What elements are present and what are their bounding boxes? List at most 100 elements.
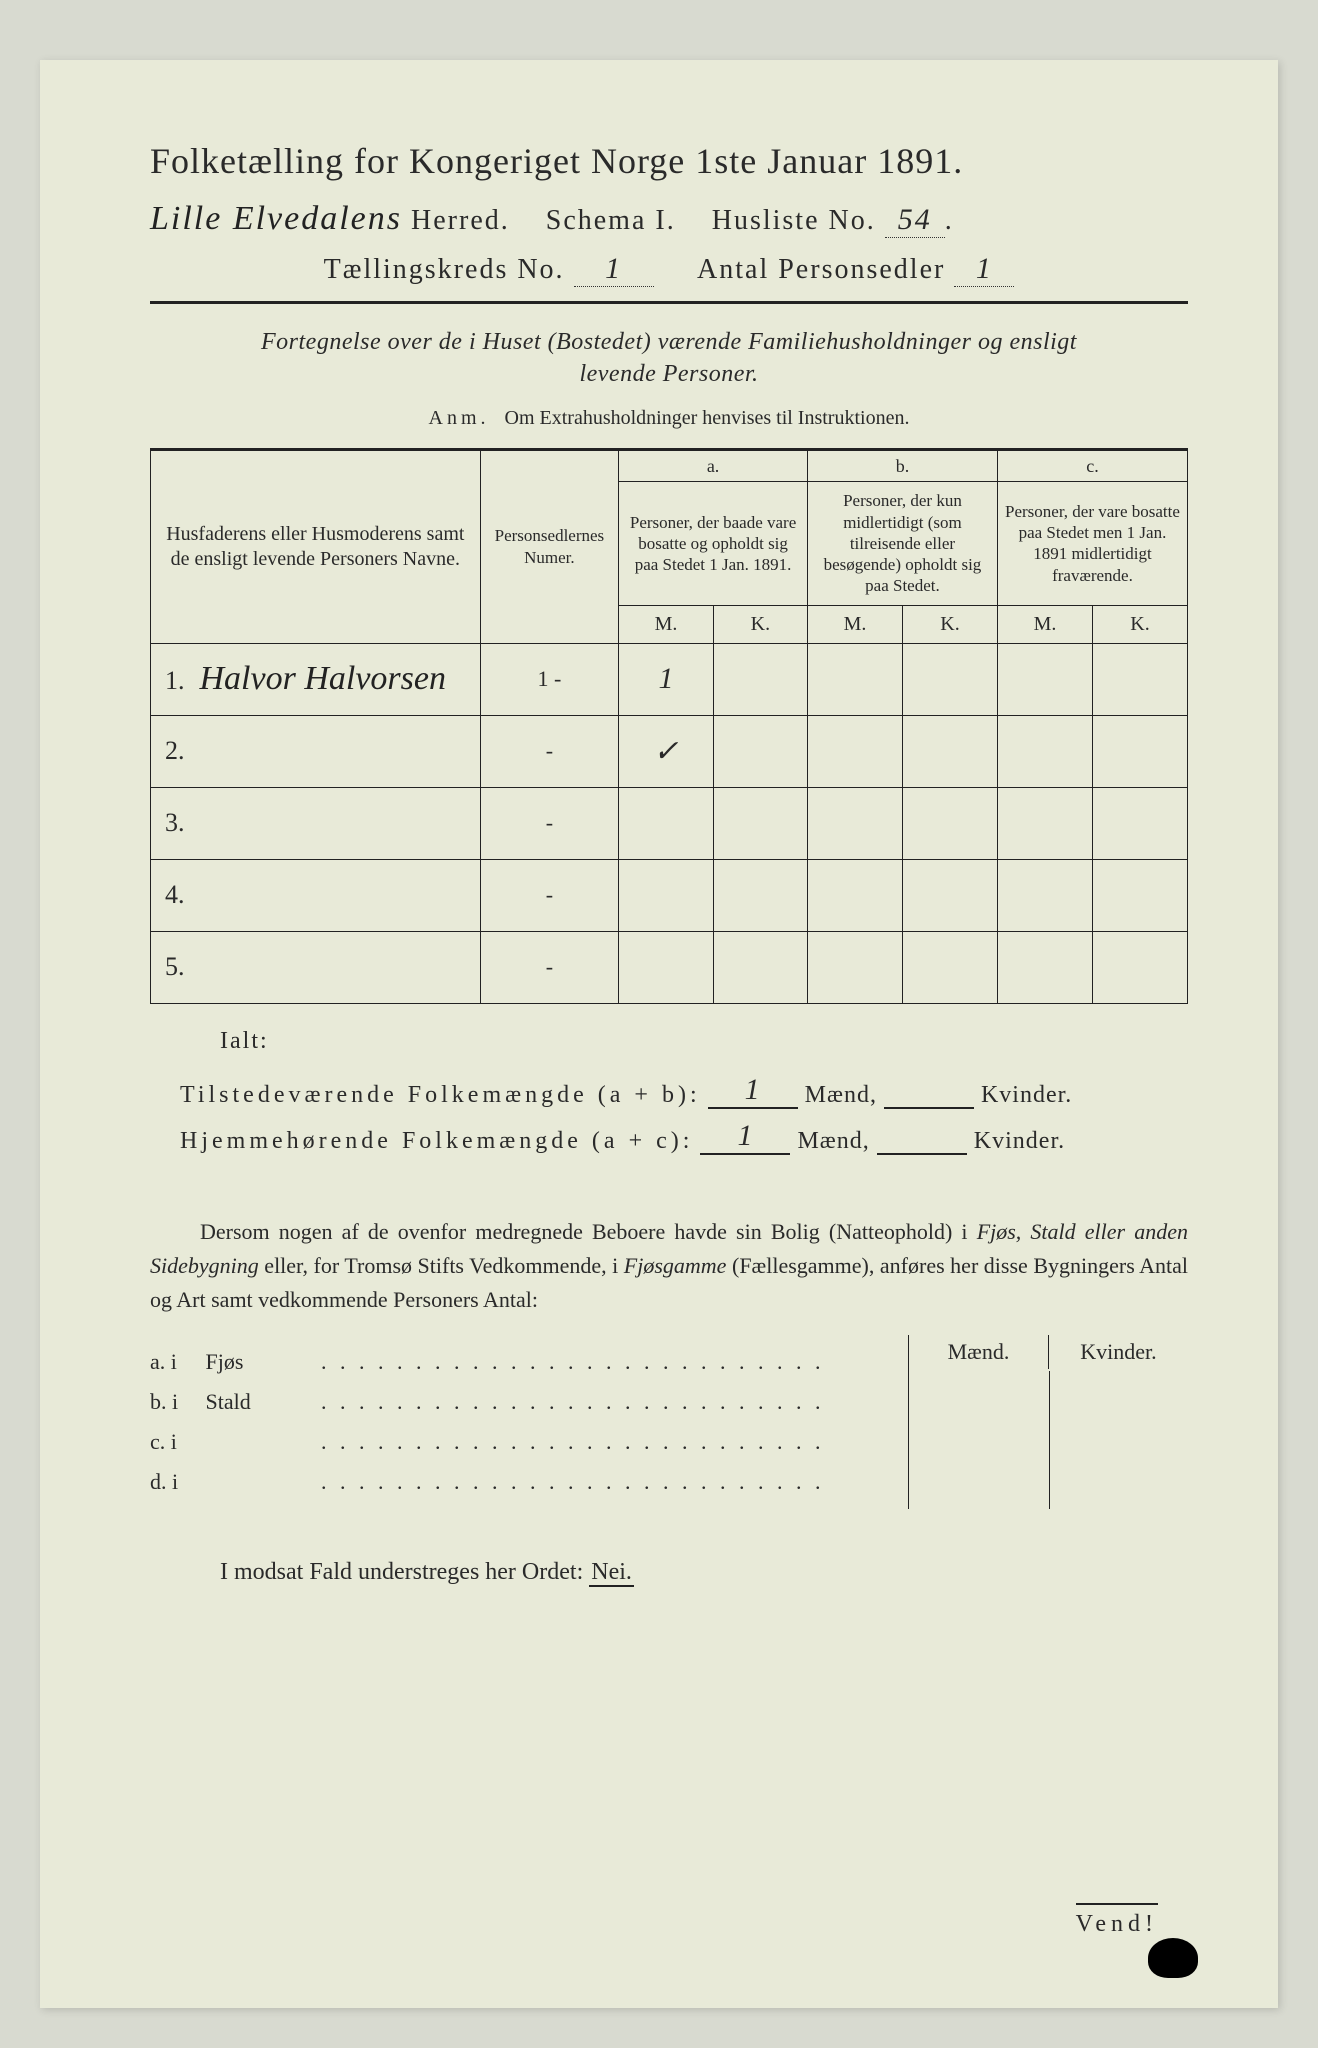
row-b-k <box>903 787 998 859</box>
col-name-header: Husfaderens eller Husmoderens samt de en… <box>151 450 481 643</box>
herred-label: Herred. <box>411 205 510 236</box>
row-b-m <box>807 715 902 787</box>
description: Fortegnelse over de i Huset (Bostedet) v… <box>150 326 1188 391</box>
total2-k <box>877 1153 967 1155</box>
row-a-k <box>713 787 807 859</box>
row-name: 5. <box>151 931 481 1003</box>
row-a-m <box>619 787 714 859</box>
row-a-m: 1 <box>619 643 714 715</box>
header-line-2: Lille Elvedalens Herred. Schema I. Husli… <box>150 200 1188 238</box>
building-row: d. i . . . . . . . . . . . . . . . . . .… <box>150 1469 908 1495</box>
desc-line-1: Fortegnelse over de i Huset (Bostedet) v… <box>261 329 1077 355</box>
divider-1 <box>150 301 1188 304</box>
census-form-page: Folketælling for Kongeriget Norge 1ste J… <box>40 60 1278 2008</box>
row-c-m <box>997 787 1092 859</box>
col-c-k: K. <box>1093 605 1188 643</box>
mk-maend-header: Mænd. <box>909 1335 1049 1369</box>
row-b-k <box>903 643 998 715</box>
row-num: 1 - <box>480 643 619 715</box>
row-name: 3. <box>151 787 481 859</box>
para-em2: Fjøsgamme <box>624 1253 727 1278</box>
table-row: 4. - <box>151 859 1188 931</box>
maend-label-2: Mænd, <box>797 1128 869 1154</box>
kreds-no: 1 <box>574 252 654 287</box>
table-row: 3. - <box>151 787 1188 859</box>
row-b-m <box>807 931 902 1003</box>
row-a-k <box>713 643 807 715</box>
row-num: - <box>480 931 619 1003</box>
table-row: 2. -✓ <box>151 715 1188 787</box>
ialt-label: Ialt: <box>220 1028 1188 1055</box>
row-a-k <box>713 931 807 1003</box>
col-b-m: M. <box>807 605 902 643</box>
total1-m: 1 <box>708 1073 798 1109</box>
col-b-letter: b. <box>807 450 997 482</box>
col-a-m: M. <box>619 605 714 643</box>
row-name: 1. Halvor Halvorsen <box>151 643 481 715</box>
col-b-header: Personer, der kun midlertidigt (som tilr… <box>807 482 997 605</box>
row-c-m <box>997 859 1092 931</box>
nei-text: I modsat Fald understreges her Ordet: <box>220 1559 583 1585</box>
row-c-k <box>1093 859 1188 931</box>
total1-k <box>884 1107 974 1109</box>
building-row: b. i Stald . . . . . . . . . . . . . . .… <box>150 1389 908 1415</box>
nei-word: Nei. <box>589 1559 634 1587</box>
row-c-k <box>1093 715 1188 787</box>
total-line-1: Tilstedeværende Folkemængde (a + b): 1 M… <box>180 1073 1188 1109</box>
table-row: 1. Halvor Halvorsen1 -1 <box>151 643 1188 715</box>
row-a-k <box>713 715 807 787</box>
kvinder-label-2: Kvinder. <box>974 1128 1065 1154</box>
col-a-k: K. <box>713 605 807 643</box>
row-b-k <box>903 859 998 931</box>
row-b-k <box>903 931 998 1003</box>
husliste-no: 54 <box>885 203 945 238</box>
annotation: Anm. Om Extrahusholdninger henvises til … <box>150 407 1188 430</box>
building-row: c. i . . . . . . . . . . . . . . . . . .… <box>150 1429 908 1455</box>
row-num: - <box>480 859 619 931</box>
row-b-m <box>807 859 902 931</box>
mk-kvinder-header: Kvinder. <box>1049 1335 1188 1369</box>
total2-label: Hjemmehørende Folkemængde (a + c): <box>180 1128 693 1154</box>
antal-no: 1 <box>954 252 1014 287</box>
row-a-m: ✓ <box>619 715 714 787</box>
page-title: Folketælling for Kongeriget Norge 1ste J… <box>150 140 1188 182</box>
antal-label: Antal Personsedler <box>697 254 945 285</box>
header-line-3: Tællingskreds No. 1 Antal Personsedler 1 <box>150 252 1188 287</box>
row-a-m <box>619 931 714 1003</box>
total-line-2: Hjemmehørende Folkemængde (a + c): 1 Mæn… <box>180 1119 1188 1155</box>
para-t2: eller, for Tromsø Stifts Vedkommende, i <box>259 1253 624 1278</box>
row-b-m <box>807 643 902 715</box>
mk-vline <box>1049 1371 1050 1509</box>
row-name: 2. <box>151 715 481 787</box>
paragraph: Dersom nogen af de ovenfor medregnede Be… <box>150 1215 1188 1317</box>
nei-line: I modsat Fald understreges her Ordet: Ne… <box>220 1559 1188 1586</box>
col-a-header: Personer, der baade vare bosatte og opho… <box>619 482 808 605</box>
row-c-m <box>997 715 1092 787</box>
row-c-k <box>1093 931 1188 1003</box>
row-a-m <box>619 859 714 931</box>
col-b-k: K. <box>903 605 998 643</box>
row-b-m <box>807 787 902 859</box>
row-c-m <box>997 931 1092 1003</box>
kvinder-label-1: Kvinder. <box>981 1082 1072 1108</box>
building-list: a. i Fjøs . . . . . . . . . . . . . . . … <box>150 1335 908 1509</box>
mk-columns: Mænd. Kvinder. <box>908 1335 1188 1509</box>
ink-blot <box>1148 1938 1198 1978</box>
vend-label: Vend! <box>1076 1903 1158 1938</box>
anm-label: Anm. <box>429 407 490 429</box>
row-c-k <box>1093 787 1188 859</box>
row-c-m <box>997 643 1092 715</box>
col-c-header: Personer, der vare bosatte paa Stedet me… <box>997 482 1187 605</box>
total1-label: Tilstedeværende Folkemængde (a + b): <box>180 1082 701 1108</box>
row-name: 4. <box>151 859 481 931</box>
row-a-k <box>713 859 807 931</box>
col-c-letter: c. <box>997 450 1187 482</box>
maend-label-1: Mænd, <box>805 1082 877 1108</box>
building-block: a. i Fjøs . . . . . . . . . . . . . . . … <box>150 1335 1188 1509</box>
row-b-k <box>903 715 998 787</box>
row-num: - <box>480 787 619 859</box>
para-t1: Dersom nogen af de ovenfor medregnede Be… <box>200 1219 977 1244</box>
building-row: a. i Fjøs . . . . . . . . . . . . . . . … <box>150 1349 908 1375</box>
husliste-label: Husliste No. <box>712 205 876 236</box>
herred-value: Lille Elvedalens <box>150 200 402 237</box>
